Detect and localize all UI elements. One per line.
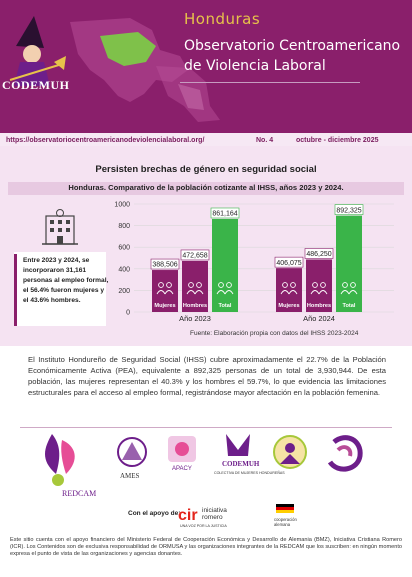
german-cooperation-logo-icon: cooperación alemana <box>274 504 297 527</box>
de-line1: cooperación <box>274 517 297 522</box>
subtitle-band <box>8 182 404 195</box>
highlight-box: Entre 2023 y 2024, se incorporaron 31,16… <box>14 252 108 326</box>
series-label: Hombres <box>183 303 207 309</box>
bar-total-2 <box>336 215 362 312</box>
header-divider <box>180 82 360 83</box>
person-icon <box>282 282 288 288</box>
info-bar: https://observatoriocentroamericanodevio… <box>0 134 412 146</box>
cir-tagline: UNA VOZ POR LA JUSTICIA <box>180 524 227 528</box>
person-icon <box>196 282 202 288</box>
issue-number: No. 4 <box>256 136 274 144</box>
info-band <box>0 133 412 146</box>
highlight-text: Entre 2023 y 2024, se incorporaron 31,16… <box>23 257 109 304</box>
data-label: 472,658 <box>182 253 207 260</box>
cir-line2: romero <box>202 514 223 521</box>
data-label-box <box>150 258 180 270</box>
category-label: Año 2023 <box>179 314 211 323</box>
person-icon <box>188 282 194 288</box>
data-label-box <box>274 256 304 268</box>
data-label: 406,075 <box>276 260 301 267</box>
chart-subtitle: Honduras. Comparativo de la población co… <box>68 183 344 192</box>
bar-hombres-1 <box>182 260 208 312</box>
codemuh-partner-label: CODEMUH <box>222 460 260 468</box>
ames-label: AMES <box>120 472 140 480</box>
data-label-box <box>180 249 210 261</box>
footer-disclaimer: Este sitio cuenta con el apoyo financier… <box>10 537 402 558</box>
data-label-box <box>304 248 334 259</box>
bar-hombres-2 <box>306 259 332 312</box>
data-label: 892,325 <box>336 207 361 214</box>
building-icon <box>42 209 78 245</box>
codemuh-partner-logo-icon: CODEMUH COLECTIVA DE MUJERES HONDUREÑAS <box>214 434 285 475</box>
person-icon <box>218 282 224 288</box>
series-label: Total <box>219 303 232 309</box>
person-icon <box>340 290 358 295</box>
person-icon <box>290 282 296 288</box>
person-icon <box>226 282 232 288</box>
central-america-map-graphic <box>70 18 220 122</box>
support-label: Con el apoyo de: <box>128 510 181 517</box>
person-icon <box>158 282 164 288</box>
circle-women-logo-icon <box>273 435 307 469</box>
bar-total-1 <box>212 218 238 312</box>
footer-divider <box>20 427 392 428</box>
cir-line1: iniciativa <box>202 507 227 514</box>
witch-logo-icon <box>9 16 66 86</box>
person-icon <box>310 290 328 295</box>
data-label: 388,506 <box>152 262 177 269</box>
y-tick-label: 200 <box>118 288 130 295</box>
highlight-accent <box>14 254 17 326</box>
observatory-title-line2: de Violencia Laboral <box>184 58 326 74</box>
redcam-label: REDCAM <box>62 489 96 498</box>
data-label-box <box>210 207 240 219</box>
issue-period: octubre - diciembre 2025 <box>296 136 379 144</box>
header-banner: CODEMUH Honduras Observatorio Centroamer… <box>0 0 412 133</box>
data-label-box <box>334 204 364 215</box>
category-label: Año 2024 <box>303 314 335 323</box>
data-label: 861,164 <box>212 211 237 218</box>
person-icon <box>320 282 326 288</box>
person-icon <box>350 282 356 288</box>
section-title: Persisten brechas de género en seguridad… <box>95 164 317 175</box>
series-label: Mujeres <box>154 303 175 309</box>
y-tick-label: 0 <box>126 310 130 317</box>
cir-mark: cir <box>178 507 198 524</box>
sponsor-logos: cir iniciativa romero UNA VOZ POR LA JUS… <box>178 504 297 528</box>
y-tick-label: 600 <box>118 245 130 252</box>
ames-logo-icon: AMES <box>117 437 147 480</box>
country-title: Honduras <box>184 10 261 28</box>
bar-mujeres-1 <box>152 270 178 312</box>
codemuh-partner-sub: COLECTIVA DE MUJERES HONDUREÑAS <box>214 470 285 475</box>
person-icon <box>166 282 172 288</box>
swirl-logo-icon <box>327 435 363 472</box>
iniciativa-romero-logo-icon: cir iniciativa romero UNA VOZ POR LA JUS… <box>178 507 227 528</box>
series-label: Mujeres <box>278 303 299 309</box>
y-tick-label: 1000 <box>114 202 130 209</box>
person-icon <box>216 290 234 295</box>
person-icon <box>156 290 174 295</box>
cotizantes-bar-chart: 1000 800 600 400 200 0 388,506 Mujeres 472,658 Ho… <box>114 202 394 323</box>
website-link[interactable]: https://observatoriocentroamericanodevio… <box>6 136 205 144</box>
y-tick-label: 400 <box>118 266 130 273</box>
bar-mujeres-2 <box>276 268 302 312</box>
observatory-title-line1: Observatorio Centroamericano <box>184 38 401 54</box>
series-label: Hombres <box>307 303 331 309</box>
person-icon <box>312 282 318 288</box>
de-line2: alemana <box>274 522 291 527</box>
body-paragraph: El Instituto Hondureño de Seguridad Soci… <box>28 355 386 397</box>
series-label: Total <box>343 303 356 309</box>
codemuh-logo-text: CODEMUH <box>2 78 70 92</box>
y-tick-label: 800 <box>118 223 130 230</box>
chart-source-note: Fuente: Elaboración propia con datos del… <box>190 330 359 337</box>
data-label: 486,250 <box>306 251 331 258</box>
apacy-label: APACY <box>172 466 192 472</box>
partner-logos: REDCAM AMES APACY CODEMUH COLECTIVA DE M… <box>45 434 363 498</box>
person-icon <box>280 290 298 295</box>
apacy-logo-icon: APACY <box>168 436 196 472</box>
redcam-logo-icon: REDCAM <box>45 434 96 498</box>
person-icon <box>342 282 348 288</box>
person-icon <box>186 290 204 295</box>
